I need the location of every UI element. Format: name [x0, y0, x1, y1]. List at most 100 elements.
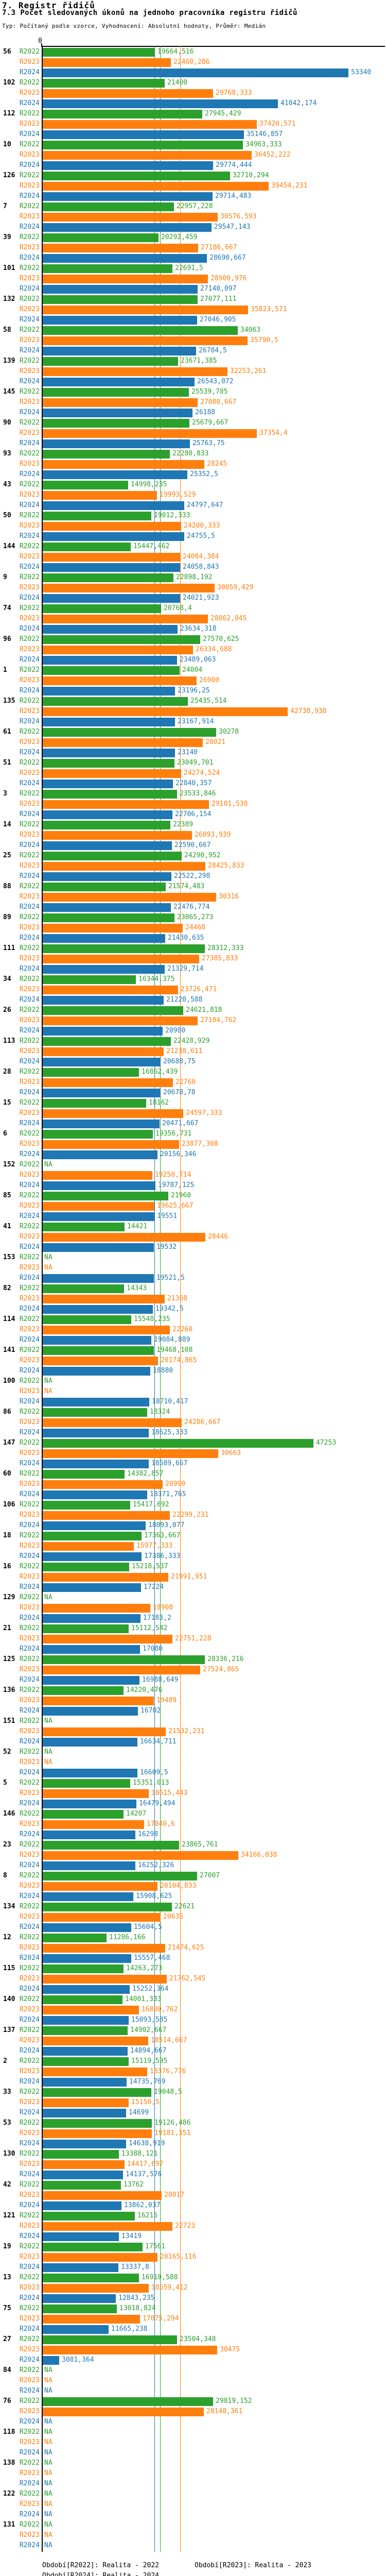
bar-r2023 [43, 1449, 218, 1458]
series-row-label-r2022: R2022 [19, 2397, 40, 2405]
series-row-label-r2022: R2022 [19, 512, 40, 519]
value-label: 20768,4 [164, 604, 192, 612]
series-row-label-r2023: R2023 [19, 1078, 40, 1086]
bar-r2024 [43, 1583, 141, 1592]
series-row-label-r2023: R2023 [19, 367, 40, 375]
bar-r2022 [43, 543, 131, 551]
series-row-label-r2022: R2022 [19, 1841, 40, 1849]
series-row-label-r2023: R2023 [19, 738, 40, 746]
series-row-label-r2023: R2023 [19, 1016, 40, 1024]
series-row-label-r2022: R2022 [19, 2459, 40, 2467]
value-label: 14421 [127, 1223, 148, 1230]
bar-r2022 [43, 79, 165, 88]
value-label: 28148,361 [206, 2408, 243, 2415]
value-label: 15447,462 [133, 543, 170, 550]
bar-r2022 [43, 852, 182, 860]
value-label: 19084,889 [154, 1336, 190, 1344]
series-row-label-r2023: R2023 [19, 2160, 40, 2168]
value-label-na: NA [44, 2366, 52, 2374]
series-row-label-r2023: R2023 [19, 1913, 40, 1921]
bar-r2024 [43, 965, 165, 974]
value-label: 23167,914 [178, 718, 214, 725]
value-label: 19356,731 [155, 1130, 192, 1138]
value-label: 22428,929 [173, 1037, 210, 1045]
series-row-label-r2024: R2024 [19, 2109, 40, 2116]
value-label-na: NA [44, 1264, 52, 1272]
series-row-label-r2022: R2022 [19, 1563, 40, 1570]
series-row-label-r2024: R2024 [19, 532, 40, 540]
bar-r2024 [43, 2356, 59, 2365]
series-row-label-r2023: R2023 [19, 1975, 40, 1982]
bar-r2022 [43, 2026, 128, 2035]
value-label: 20156,346 [160, 1150, 197, 1158]
series-row-label-r2022: R2022 [19, 1624, 40, 1632]
value-label: 17561 [145, 2243, 166, 2250]
value-label: 22706,154 [175, 810, 212, 818]
series-row-label-r2024: R2024 [19, 2232, 40, 2240]
series-row-label-r2022: R2022 [19, 2243, 40, 2250]
bar-r2024 [43, 347, 196, 355]
value-label: 34166,038 [241, 1851, 277, 1859]
value-label: 21762,545 [169, 1975, 206, 1982]
value-label: 22760 [176, 1078, 196, 1086]
bar-r2024 [43, 1243, 154, 1252]
group-label-118: 118 [3, 2428, 15, 2436]
series-row-label-r2022: R2022 [19, 202, 40, 210]
series-row-label-r2022: R2022 [19, 697, 40, 705]
group-label-13: 13 [3, 2274, 11, 2281]
value-label: 15351,013 [133, 1779, 169, 1787]
series-row-label-r2024: R2024 [19, 1150, 40, 1158]
bar-r2024 [43, 1892, 133, 1901]
series-row-label-r2023: R2023 [19, 1357, 40, 1364]
bar-r2023 [43, 2284, 149, 2293]
series-row-label-r2024: R2024 [19, 192, 40, 200]
value-label: 27570,625 [203, 635, 239, 643]
series-row-label-r2024: R2024 [19, 2078, 40, 2086]
series-row-label-r2024: R2024 [19, 965, 40, 973]
series-row-label-r2024: R2024 [19, 1243, 40, 1251]
bar-r2023 [43, 1851, 238, 1860]
bar-r2022 [43, 1563, 129, 1571]
group-label-19: 19 [3, 2243, 11, 2250]
bar-r2023 [43, 646, 193, 654]
group-label-76: 76 [3, 2397, 11, 2405]
bar-r2024 [43, 2263, 118, 2272]
group-label-96: 96 [3, 635, 11, 643]
group-label-75: 75 [3, 2304, 11, 2312]
bar-r2024 [43, 779, 173, 788]
x-axis-line [41, 46, 385, 47]
series-row-label-r2023: R2023 [19, 2037, 40, 2044]
bar-r2023 [43, 151, 252, 160]
bar-r2022 [43, 1037, 171, 1046]
series-row-label-r2022: R2022 [19, 2428, 40, 2436]
bar-r2023 [43, 676, 197, 685]
value-label: 15218,537 [132, 1563, 168, 1570]
series-row-label-r2023: R2023 [19, 1882, 40, 1890]
y-axis-line [42, 46, 43, 2552]
bar-r2024 [43, 1274, 154, 1283]
bar-r2022 [43, 512, 151, 520]
value-label: 22840,357 [176, 779, 212, 787]
series-row-label-r2022: R2022 [19, 1315, 40, 1323]
value-label: 15977,333 [136, 1542, 173, 1550]
bar-r2023 [43, 1604, 150, 1613]
series-row-label-r2022: R2022 [19, 728, 40, 736]
bar-r2023 [43, 893, 216, 902]
value-label: 21574,483 [168, 883, 205, 890]
value-label: 24621,818 [186, 1006, 222, 1014]
value-label: 16609,5 [140, 1769, 168, 1776]
bar-r2023 [43, 1573, 168, 1582]
series-row-label-r2022: R2022 [19, 1532, 40, 1539]
series-row-label-r2024: R2024 [19, 1398, 40, 1405]
series-row-label-r2024: R2024 [19, 347, 40, 354]
bar-r2024 [43, 687, 175, 696]
series-row-label-r2023: R2023 [19, 120, 40, 128]
bar-r2023 [43, 1016, 198, 1025]
value-label-na: NA [44, 1377, 52, 1385]
series-row-label-r2023: R2023 [19, 1635, 40, 1642]
series-row-label-r2024: R2024 [19, 1614, 40, 1622]
series-row-label-r2024: R2024 [19, 2263, 40, 2271]
bar-r2022 [43, 1284, 124, 1293]
value-label-na: NA [44, 2500, 52, 2508]
